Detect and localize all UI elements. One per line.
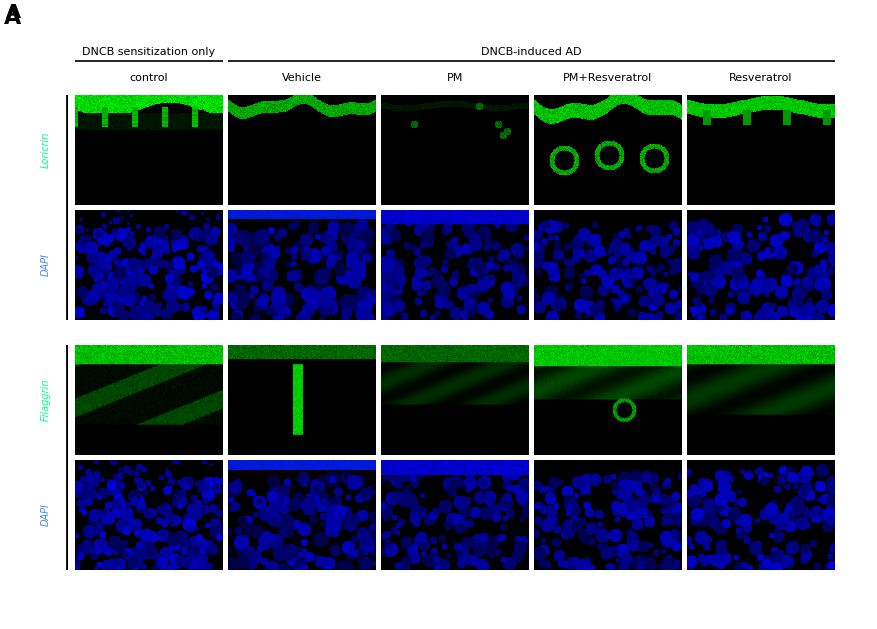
Text: A: A <box>4 8 21 28</box>
Text: PM: PM <box>446 73 463 83</box>
Text: A: A <box>6 4 21 23</box>
Text: Vehicle: Vehicle <box>282 73 322 83</box>
Text: DNCB-induced AD: DNCB-induced AD <box>481 47 581 57</box>
Text: Resveratrol: Resveratrol <box>730 73 793 83</box>
Text: DAPI: DAPI <box>41 504 51 526</box>
Text: Loricrin: Loricrin <box>41 132 51 168</box>
Text: Filaggrin: Filaggrin <box>41 379 51 421</box>
Text: DAPI: DAPI <box>41 253 51 276</box>
Text: DNCB sensitization only: DNCB sensitization only <box>82 47 216 57</box>
Text: control: control <box>130 73 168 83</box>
Text: PM+Resveratrol: PM+Resveratrol <box>563 73 652 83</box>
